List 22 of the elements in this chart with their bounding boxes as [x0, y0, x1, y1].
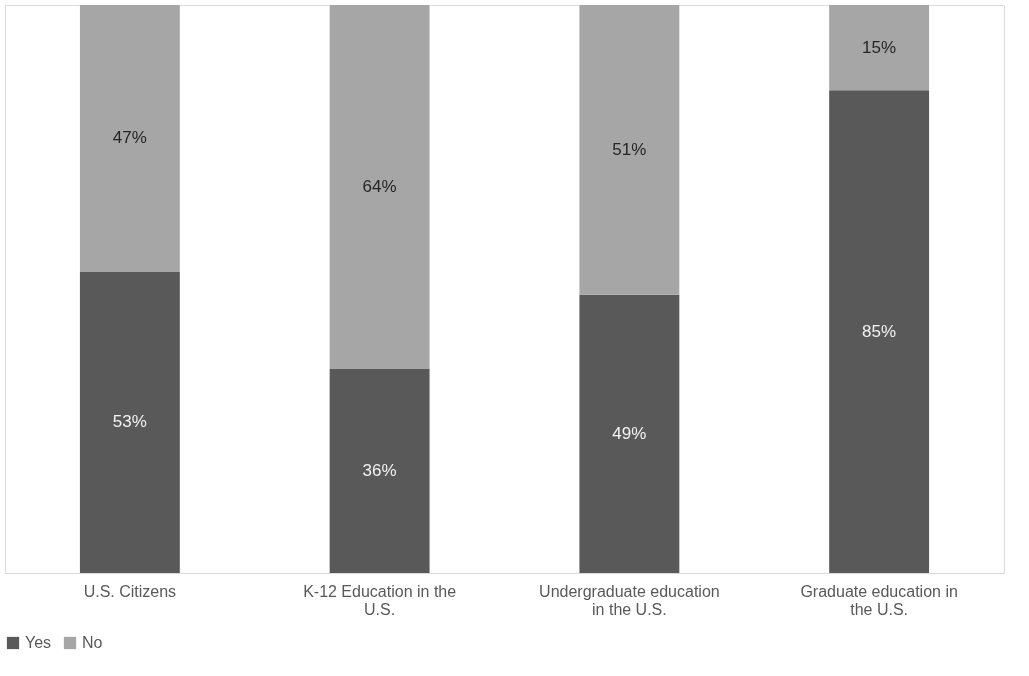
bar [329, 368, 430, 573]
bar [79, 271, 180, 573]
data-label: 64% [362, 176, 397, 196]
bar [829, 5, 930, 91]
legend-label: Yes [25, 634, 52, 651]
x-tick-label: K-12 Education in the U.S. [303, 582, 457, 618]
data-label: 85% [862, 321, 897, 341]
bar [329, 5, 430, 369]
x-tick-label: U.S. Citizens [83, 582, 177, 600]
data-label: 47% [112, 128, 147, 148]
bar [579, 294, 680, 573]
bar [579, 5, 680, 295]
x-tick-label: Graduate education in the U.S. [800, 582, 958, 618]
data-label: 53% [112, 412, 147, 432]
data-label: 49% [612, 423, 647, 443]
data-label: 15% [862, 37, 897, 57]
legend-label: No [82, 634, 103, 651]
x-tick-label: Undergraduate education in the U.S. [539, 582, 720, 618]
data-label: 36% [362, 460, 397, 480]
bar [829, 90, 930, 573]
bar [79, 5, 180, 272]
data-label: 51% [612, 139, 647, 159]
